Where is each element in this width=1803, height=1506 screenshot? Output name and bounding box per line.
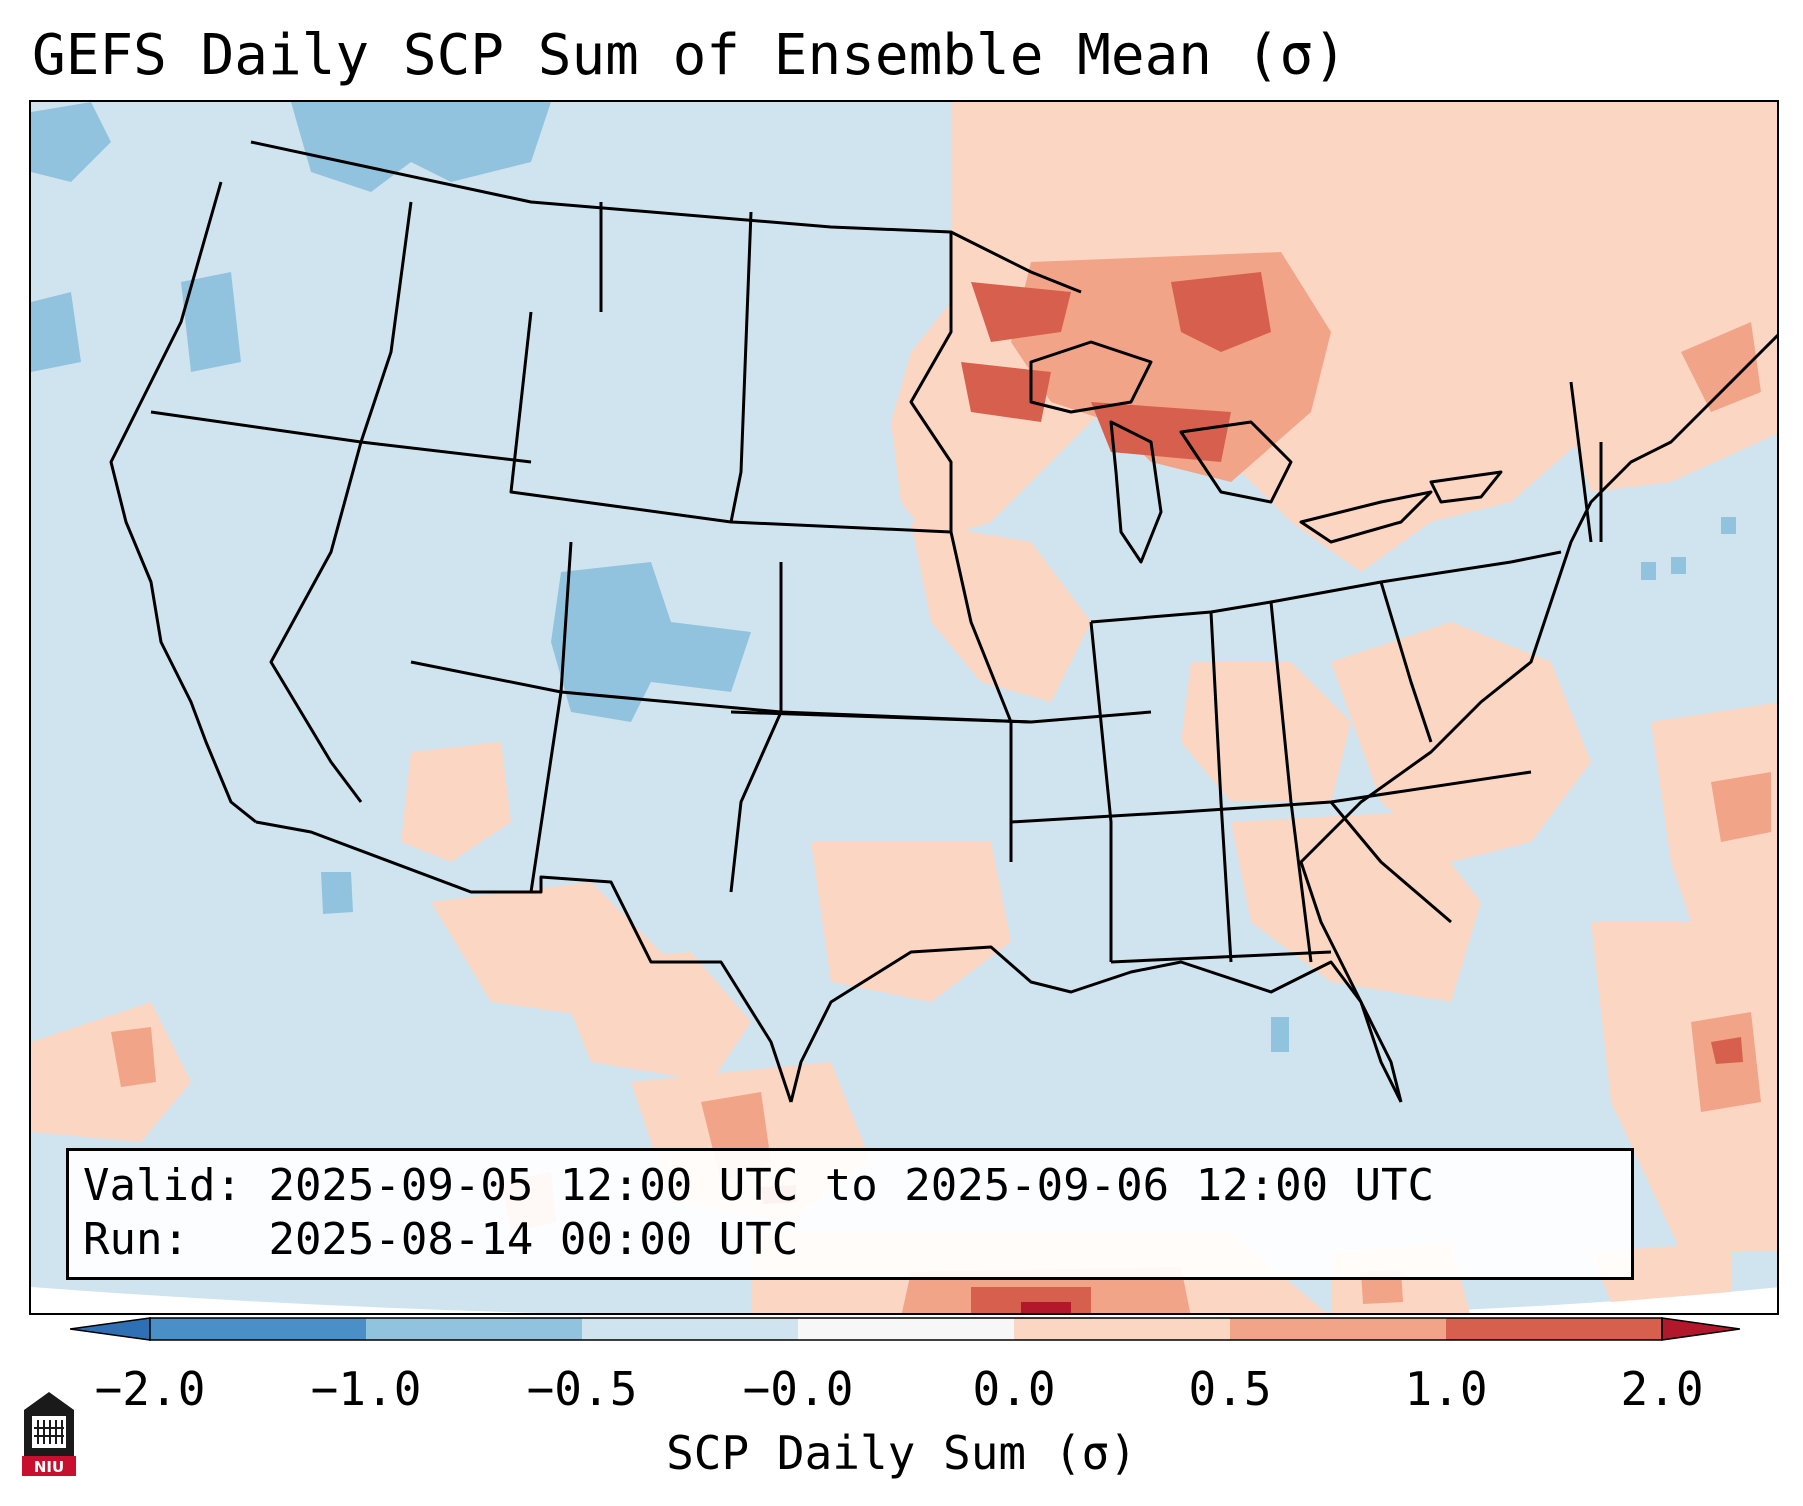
colorbar-bin	[366, 1318, 582, 1340]
colorbar-label: SCP Daily Sum (σ)	[666, 1426, 1137, 1480]
valid-value: 2025-09-05 12:00 UTC to 2025-09-06 12:00…	[268, 1160, 1435, 1211]
colorbar-tick: −1.0	[310, 1362, 422, 1416]
colorbar-tick: −0.5	[526, 1362, 638, 1416]
colorbar-tick: 0.0	[972, 1362, 1056, 1416]
colorbar-bin	[150, 1318, 366, 1340]
colorbar-bin	[798, 1318, 1014, 1340]
map-canvas	[31, 102, 1777, 1313]
run-label: Run:	[83, 1214, 189, 1265]
political-boundaries	[109, 140, 1777, 1103]
valid-label: Valid:	[83, 1160, 242, 1211]
map-panel	[29, 100, 1779, 1315]
colorbar-bin	[1446, 1318, 1662, 1340]
colorbar-bin	[582, 1318, 798, 1340]
colorbar-under-arrow	[70, 1317, 151, 1341]
colorbar-tick: 1.0	[1404, 1362, 1488, 1416]
colorbar	[70, 1317, 1740, 1341]
run-value: 2025-08-14 00:00 UTC	[268, 1214, 799, 1265]
colorbar-tick: 2.0	[1620, 1362, 1704, 1416]
colorbar-tick: −2.0	[94, 1362, 206, 1416]
valid-run-info-box: Valid: 2025-09-05 12:00 UTC to 2025-09-0…	[66, 1148, 1634, 1280]
colorbar-outline	[149, 1317, 1663, 1341]
colorbar-bin	[1014, 1318, 1230, 1340]
colorbar-over-arrow	[1661, 1317, 1740, 1341]
colorbar-tick: 0.5	[1188, 1362, 1272, 1416]
colorbar-tick: −0.0	[742, 1362, 854, 1416]
map-title: GEFS Daily SCP Sum of Ensemble Mean (σ)	[32, 23, 1347, 88]
logo-text: NIU	[34, 1458, 64, 1476]
colorbar-bin	[1230, 1318, 1446, 1340]
niu-logo-icon: NIU	[22, 1392, 76, 1476]
negative-anomaly-field	[31, 102, 1736, 1052]
projection-edge	[1384, 1287, 1777, 1313]
projection-edge	[31, 1287, 540, 1313]
